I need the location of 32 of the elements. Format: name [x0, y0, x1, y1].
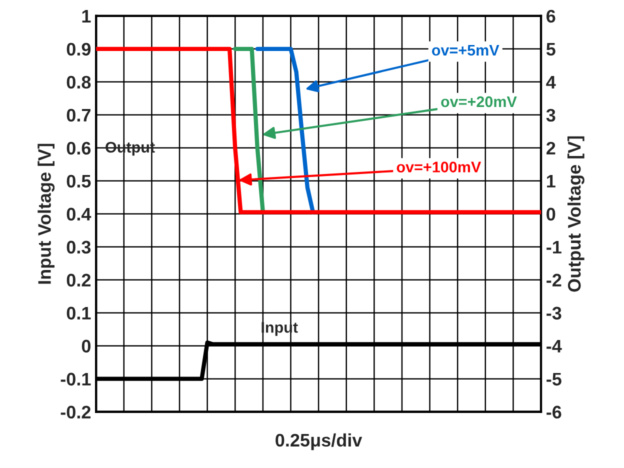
annotation: ov=+100mV [396, 162, 482, 172]
y2-tick-label: -1 [546, 240, 562, 254]
y2-tick-label: -6 [546, 406, 562, 419]
y-tick-label: 1 [82, 10, 91, 22]
annotation: ov=+20mV [441, 96, 517, 108]
y-tick-label: 0.7 [66, 108, 90, 122]
y2-tick-label: 4 [546, 76, 556, 88]
y2-tick-label: 2 [546, 142, 556, 154]
y2-tick-label: -3 [546, 306, 562, 320]
y2-axis-title: Output Voltage [V] [567, 136, 584, 292]
y2-tick-label: 5 [546, 43, 556, 56]
x-axis-title: 0.25μs/div [276, 433, 362, 450]
y2-tick-label: -5 [546, 372, 562, 386]
y-tick-label: 0.8 [66, 76, 91, 89]
y-tick-label: 0.5 [66, 174, 91, 188]
y2-tick-label: 3 [546, 108, 556, 122]
y2-tick-label: -4 [546, 340, 562, 352]
y-tick-label: 0 [82, 340, 90, 353]
y-tick-label: -0.1 [60, 372, 91, 386]
y2-tick-label: 0 [546, 208, 556, 221]
y-tick-label: -0.2 [60, 406, 91, 419]
y-axis-title: Input Voltage [V] [38, 144, 55, 284]
y-tick-label: 0.9 [66, 42, 91, 56]
y2-tick-label: 1 [547, 175, 556, 188]
y-tick-label: 0.3 [66, 240, 91, 254]
y-tick-label: 0.6 [66, 142, 91, 155]
y-tick-label: 0.2 [66, 274, 91, 287]
y-tick-label: 0.4 [66, 208, 92, 221]
y-tick-label: 0.1 [66, 306, 91, 320]
annotation: ov=+5mV [432, 44, 500, 56]
y2-tick-label: -2 [546, 274, 562, 286]
y2-tick-label: 6 [546, 10, 556, 23]
